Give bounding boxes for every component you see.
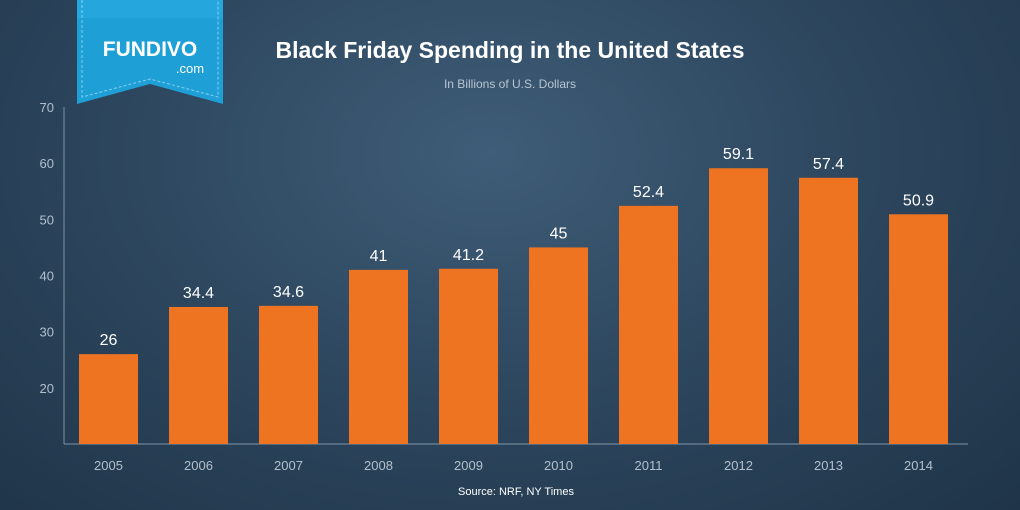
bars	[79, 168, 948, 444]
x-tick-label-2007: 2007	[274, 458, 303, 473]
value-labels: 26 34.4 34.6 41 41.2 45 52.4 59.1 57.4 50.9	[100, 146, 935, 349]
x-tick-label-2010: 2010	[544, 458, 573, 473]
x-tick-label-2006: 2006	[184, 458, 213, 473]
value-label-2013: 57.4	[813, 156, 844, 173]
chart-subtitle: In Billions of U.S. Dollars	[444, 77, 576, 91]
y-tick-label: 20	[40, 381, 54, 396]
y-tick-label: 40	[40, 269, 54, 284]
logo-ribbon-highlight	[77, 0, 223, 18]
value-label-2008: 41	[370, 248, 388, 265]
y-tick-label: 30	[40, 325, 54, 340]
x-tick-label-2012: 2012	[724, 458, 753, 473]
value-label-2011: 52.4	[633, 184, 664, 201]
logo-name: FUNDIVO	[103, 38, 198, 61]
value-label-2006: 34.4	[183, 285, 214, 302]
bar-2014	[889, 214, 948, 444]
y-axis-ticks: 20 30 40 50 60 70	[40, 100, 54, 396]
value-label-2010: 45	[550, 225, 568, 242]
chart-title: Black Friday Spending in the United Stat…	[275, 37, 744, 63]
y-tick-label: 60	[40, 156, 54, 171]
bar-2013	[799, 177, 858, 444]
x-tick-label-2013: 2013	[814, 458, 843, 473]
bar-2007	[259, 305, 318, 444]
bar-2006	[169, 306, 228, 444]
value-label-2007: 34.6	[273, 284, 304, 301]
bar-2012	[709, 168, 768, 444]
value-label-2009: 41.2	[453, 247, 484, 264]
logo[interactable]: FUNDIVO .com	[77, 0, 223, 104]
bar-2008	[349, 269, 408, 444]
bar-2010	[529, 247, 588, 444]
value-label-2014: 50.9	[903, 192, 934, 209]
y-tick-label: 50	[40, 212, 54, 227]
bar-2011	[619, 205, 678, 444]
value-label-2012: 59.1	[723, 146, 754, 163]
x-tick-label-2005: 2005	[94, 458, 123, 473]
value-label-2005: 26	[100, 332, 118, 349]
bar-2009	[439, 268, 498, 444]
logo-ribbon-shape	[77, 0, 223, 104]
bar-2005	[79, 354, 138, 444]
source-note: Source: NRF, NY Times	[458, 486, 574, 498]
x-tick-label-2009: 2009	[454, 458, 483, 473]
logo-domain: .com	[176, 61, 204, 76]
y-tick-label: 70	[40, 100, 54, 115]
logo-ribbon-stitch	[81, 0, 219, 98]
x-tick-label-2014: 2014	[904, 458, 933, 473]
x-tick-label-2008: 2008	[364, 458, 393, 473]
x-axis-labels: 2005 2006 2007 2008 2009 2010 2011 2012 2013 2014	[94, 458, 933, 473]
x-tick-label-2011: 2011	[635, 458, 663, 473]
